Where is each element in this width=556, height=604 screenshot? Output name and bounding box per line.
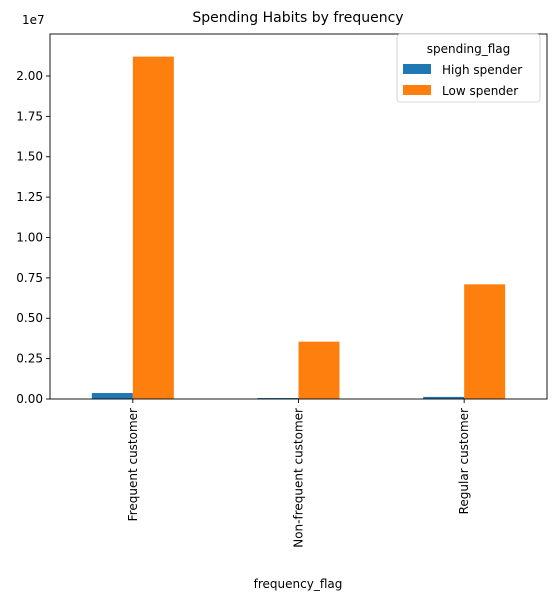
x-tick-label: Non-frequent customer xyxy=(292,408,306,548)
x-axis-label: frequency_flag xyxy=(254,577,343,591)
bar-low-spender-2 xyxy=(464,284,505,399)
bar-low-spender-1 xyxy=(299,342,340,399)
chart-title: Spending Habits by frequency xyxy=(192,10,403,26)
x-tick-label: Regular customer xyxy=(457,408,471,514)
y-offset-text: 1e7 xyxy=(22,13,45,27)
y-tick-label: 1.00 xyxy=(16,230,43,244)
y-tick-label: 0.00 xyxy=(16,392,43,406)
x-tick-label: Frequent customer xyxy=(126,408,140,521)
y-tick-label: 0.50 xyxy=(16,311,43,325)
y-tick-label: 0.25 xyxy=(16,352,43,366)
y-tick-label: 1.25 xyxy=(16,190,43,204)
y-tick-label: 1.50 xyxy=(16,150,43,164)
y-tick-label: 2.00 xyxy=(16,69,43,83)
y-tick-label: 0.75 xyxy=(16,271,43,285)
bar-low-spender-0 xyxy=(133,57,174,399)
plot-area: 0.00 0.25 0.50 0.75 1.00 1.25 1.50 1.75 2.00 Freq… xyxy=(16,34,547,548)
legend-title: spending_flag xyxy=(427,42,511,56)
bar-high-spender-0 xyxy=(92,393,133,399)
legend-label-low-spender: Low spender xyxy=(442,84,518,98)
legend-label-high-spender: High spender xyxy=(442,63,522,77)
legend-swatch-low-spender xyxy=(403,85,431,95)
legend-swatch-high-spender xyxy=(403,64,431,74)
y-tick-label: 1.75 xyxy=(16,109,43,123)
